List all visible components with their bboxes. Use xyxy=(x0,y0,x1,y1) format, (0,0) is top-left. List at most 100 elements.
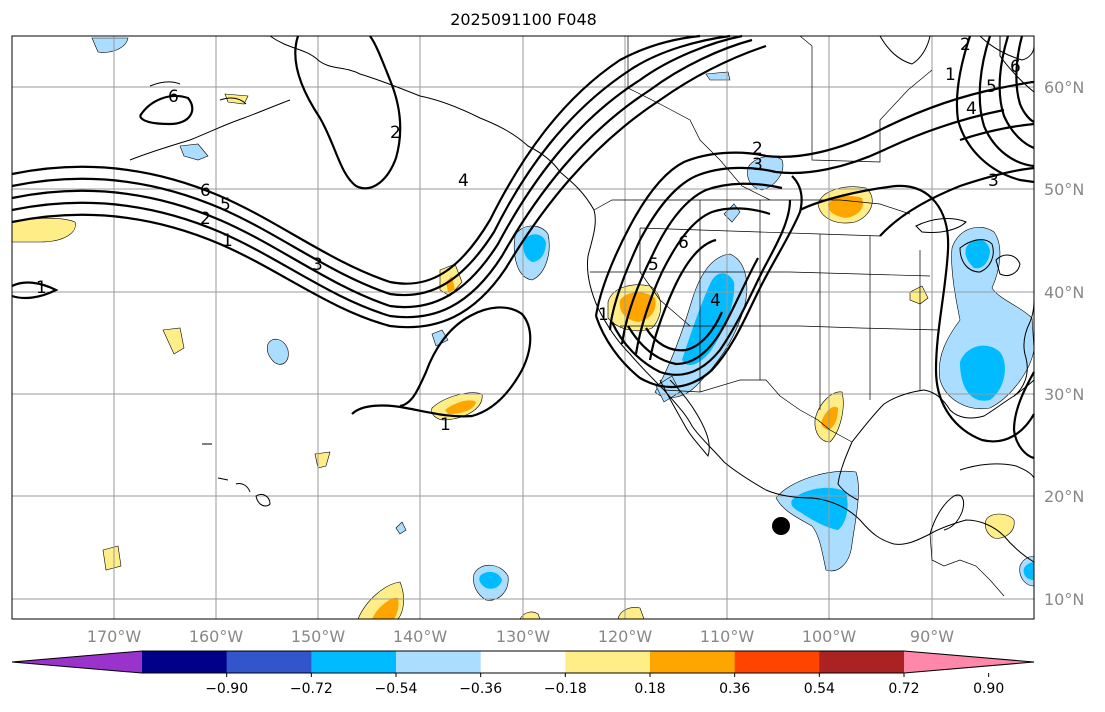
contour-label: 5 xyxy=(220,195,231,215)
aleutian-islands xyxy=(129,99,291,161)
colorbar-tick-label: 0.36 xyxy=(719,681,750,697)
anomaly-positive xyxy=(102,545,122,571)
anomaly-negative-strong xyxy=(960,345,1005,401)
contour-line xyxy=(799,184,1035,443)
anomaly-negative xyxy=(91,37,129,53)
lon-label: 110°W xyxy=(700,627,755,646)
contour-label: 6 xyxy=(1010,57,1021,77)
colorbar-segment xyxy=(142,651,228,673)
colorbar-tick-label: −0.72 xyxy=(290,681,333,697)
longitude-labels: 170°W 160°W 150°W 140°W 130°W 120°W 110°… xyxy=(87,627,954,646)
lat-label: 50°N xyxy=(1044,180,1084,199)
anomaly-negative xyxy=(705,71,731,81)
contour-line xyxy=(11,44,767,329)
map-title: 2025091100 F048 xyxy=(450,10,597,29)
contour-line xyxy=(138,94,194,126)
contour-line xyxy=(978,35,1035,168)
us-canada-border xyxy=(593,199,911,215)
lat-label: 40°N xyxy=(1044,283,1084,302)
lat-label: 30°N xyxy=(1044,385,1084,404)
anomaly-positive-strong xyxy=(821,406,838,430)
baja-coastline xyxy=(659,379,710,458)
lat-label: 20°N xyxy=(1044,487,1084,506)
contour-label: 1 xyxy=(222,231,233,251)
colorbar-tick-label: −0.54 xyxy=(375,681,418,697)
anomaly-positive xyxy=(162,327,185,355)
contour-labels: 6 5 2 1 3 1 6 4 2 3 6 5 4 1 2 4 5 3 6 1 … xyxy=(36,35,1021,435)
hawaii-island xyxy=(255,493,271,507)
contour-label: 6 xyxy=(200,181,211,201)
contour-line xyxy=(594,175,803,389)
arctic-coastline xyxy=(879,35,931,65)
contour-label: 1 xyxy=(36,278,47,298)
mexico-gulf-coastline xyxy=(837,441,859,501)
lon-label: 170°W xyxy=(87,627,142,646)
colorbar-tick-label: 0.18 xyxy=(634,681,665,697)
contour-line xyxy=(294,35,402,190)
colorbar-tick-label: 0.90 xyxy=(973,681,1004,697)
anomaly-negative xyxy=(431,329,449,347)
colorbar-tick-label: −0.36 xyxy=(459,681,502,697)
lon-label: 100°W xyxy=(802,627,857,646)
contour-line xyxy=(11,281,59,300)
contour-line xyxy=(11,34,743,309)
contour-line xyxy=(879,166,1035,237)
anomaly-negative-strong xyxy=(479,571,502,589)
anomaly-positive-strong xyxy=(372,597,399,619)
arctic-coastline xyxy=(979,35,1035,61)
yucatan-coastline xyxy=(929,494,965,535)
contour-line xyxy=(634,207,771,355)
contour-label: 1 xyxy=(945,65,956,85)
contour-label: 2 xyxy=(960,35,971,55)
anomaly-positive xyxy=(519,611,541,620)
lon-label: 90°W xyxy=(910,627,954,646)
colorbar-segment xyxy=(819,651,905,673)
latitude-labels: 60°N 50°N 40°N 30°N 20°N 10°N xyxy=(1044,78,1084,609)
anomaly-negative xyxy=(179,143,209,161)
us-state-border xyxy=(639,228,691,327)
colorbar-segment xyxy=(311,651,397,673)
location-marker xyxy=(772,517,790,535)
great-lake xyxy=(915,218,967,233)
colorbar-segment xyxy=(226,651,312,673)
contour-label: 4 xyxy=(710,291,721,311)
contour-label: 4 xyxy=(966,99,977,119)
lat-label: 10°N xyxy=(1044,590,1084,609)
contour-label: 4 xyxy=(458,171,469,191)
colorbar-segment xyxy=(650,651,736,673)
contour-line xyxy=(594,80,1035,317)
contour-label: 6 xyxy=(678,233,689,253)
colorbar-segment xyxy=(565,651,651,673)
lat-label: 60°N xyxy=(1044,78,1084,97)
contour-label: 5 xyxy=(648,255,659,275)
contour-label: 1 xyxy=(598,305,609,325)
colorbar: −0.90 −0.72 −0.54 −0.36 −0.18 0.18 0.36 0.54 0.7… xyxy=(11,650,1035,697)
anomaly-negative-strong xyxy=(682,273,735,366)
contour-line xyxy=(11,38,753,319)
anomaly-negative-strong xyxy=(523,234,546,262)
contour-label: 3 xyxy=(752,155,763,175)
contour-line xyxy=(351,306,532,418)
contour-label: 5 xyxy=(986,77,997,97)
colorbar-segment xyxy=(480,651,566,673)
colorbar-segment xyxy=(734,651,820,673)
colorbar-tick-label: 0.54 xyxy=(804,681,835,697)
central-america-border xyxy=(929,533,1005,597)
borders xyxy=(590,35,1005,597)
contour-line xyxy=(627,257,759,366)
contour-label: 2 xyxy=(200,209,211,229)
contour-label: 3 xyxy=(988,171,999,191)
colorbar-segment xyxy=(396,651,482,673)
colorbar-tick-label: −0.18 xyxy=(544,681,587,697)
hawaii-island xyxy=(217,477,229,481)
anomaly-negative xyxy=(747,156,784,191)
contour-line xyxy=(1015,35,1035,123)
hawaii-island xyxy=(235,483,251,493)
colorbar-extend-max xyxy=(904,651,1034,673)
contour-line xyxy=(959,122,1035,142)
cuba-coastline xyxy=(959,463,1035,479)
contour-line xyxy=(1012,371,1035,460)
contour-label: 3 xyxy=(312,255,323,275)
canada-province-border xyxy=(799,35,933,163)
